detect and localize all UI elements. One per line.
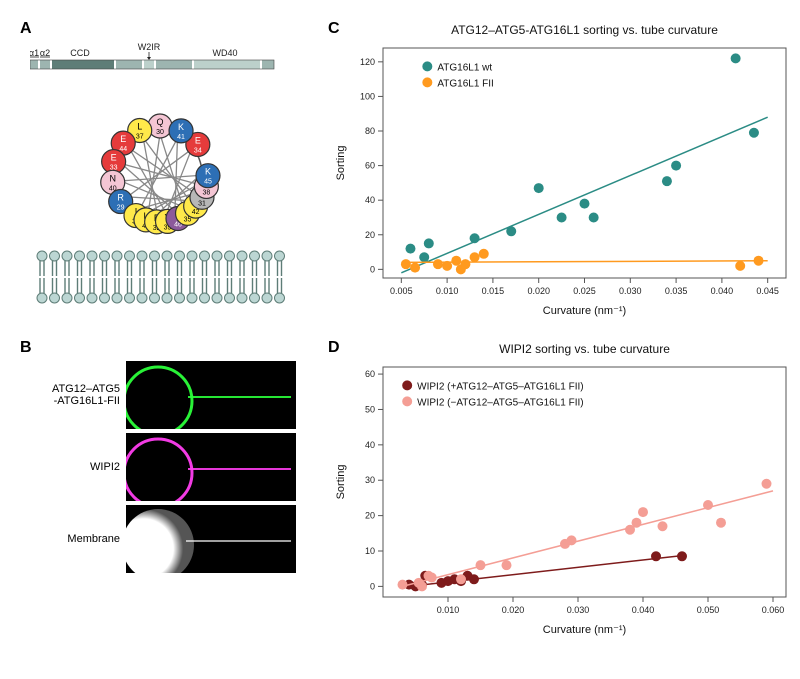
svg-text:45: 45 — [204, 179, 212, 186]
micrograph-label: Membrane — [20, 533, 126, 545]
svg-text:W2IR: W2IR — [138, 42, 161, 52]
svg-text:WIPI2 (+ATG12–ATG5–ATG16L1 FII: WIPI2 (+ATG12–ATG5–ATG16L1 FII) — [417, 381, 583, 392]
svg-text:41: 41 — [177, 134, 185, 141]
svg-text:0.045: 0.045 — [756, 286, 779, 296]
micrograph-label: WIPI2 — [20, 461, 126, 473]
svg-text:0.005: 0.005 — [390, 286, 413, 296]
svg-text:Q: Q — [156, 117, 163, 127]
svg-text:0.050: 0.050 — [697, 605, 720, 615]
svg-text:0.020: 0.020 — [502, 605, 525, 615]
svg-text:0.040: 0.040 — [632, 605, 655, 615]
svg-text:37: 37 — [136, 133, 144, 140]
svg-text:30: 30 — [156, 129, 164, 136]
svg-text:WIPI2 sorting vs. tube curvatu: WIPI2 sorting vs. tube curvature — [499, 342, 670, 356]
svg-text:ATG16L1 FII: ATG16L1 FII — [437, 78, 494, 89]
micrograph-row: ATG12–ATG5-ATG16L1-FII — [20, 361, 320, 429]
svg-text:E: E — [111, 153, 117, 163]
svg-text:0: 0 — [370, 264, 375, 274]
svg-text:20: 20 — [365, 511, 375, 521]
micrograph-image — [126, 361, 296, 429]
svg-text:80: 80 — [365, 126, 375, 136]
svg-text:Curvature (nm⁻¹): Curvature (nm⁻¹) — [543, 305, 626, 317]
svg-text:0.010: 0.010 — [436, 286, 459, 296]
svg-text:0.015: 0.015 — [482, 286, 505, 296]
svg-text:34: 34 — [194, 147, 202, 154]
svg-text:K: K — [178, 122, 184, 132]
micrograph-image — [126, 433, 296, 501]
micrograph-row: Membrane — [20, 505, 320, 573]
svg-text:40: 40 — [365, 195, 375, 205]
svg-text:0.060: 0.060 — [762, 605, 785, 615]
svg-text:0.025: 0.025 — [573, 286, 596, 296]
micrograph-label: ATG12–ATG5-ATG16L1-FII — [20, 383, 126, 407]
svg-text:α1: α1 — [30, 48, 39, 58]
svg-text:30: 30 — [365, 475, 375, 485]
svg-text:0.035: 0.035 — [665, 286, 688, 296]
scatter-chart-D: 0.010 0.020 0.030 0.040 0.050 0.060 0 10 20 30 40 5… — [328, 339, 798, 639]
svg-text:120: 120 — [360, 57, 375, 67]
svg-text:R: R — [117, 193, 124, 203]
svg-text:CCD: CCD — [70, 48, 90, 58]
panel-label-C: C — [328, 20, 340, 38]
svg-text:K: K — [205, 167, 211, 177]
svg-text:60: 60 — [365, 369, 375, 379]
svg-text:WIPI2 (−ATG12–ATG5–ATG16L1 FII: WIPI2 (−ATG12–ATG5–ATG16L1 FII) — [417, 397, 583, 408]
svg-text:100: 100 — [360, 91, 375, 101]
svg-text:31: 31 — [198, 200, 206, 207]
svg-text:0.030: 0.030 — [619, 286, 642, 296]
svg-text:40: 40 — [365, 440, 375, 450]
svg-text:0.020: 0.020 — [527, 286, 550, 296]
svg-text:ATG16L1 wt: ATG16L1 wt — [437, 62, 492, 73]
panel-label-A: A — [20, 20, 32, 38]
svg-text:E: E — [120, 134, 126, 144]
svg-text:10: 10 — [365, 546, 375, 556]
svg-text:WD40: WD40 — [212, 48, 237, 58]
svg-text:ATG12–ATG5-ATG16L1 sorting vs.: ATG12–ATG5-ATG16L1 sorting vs. tube curv… — [451, 23, 718, 37]
svg-text:E: E — [195, 135, 201, 145]
svg-text:60: 60 — [365, 161, 375, 171]
svg-text:20: 20 — [365, 230, 375, 240]
svg-text:0.030: 0.030 — [567, 605, 590, 615]
svg-text:0.010: 0.010 — [437, 605, 460, 615]
helical-wheel: Q30L37E44E33N40R29I36L43F32Y39S46I35L42A… — [30, 86, 290, 331]
svg-text:α2: α2 — [40, 48, 50, 58]
svg-text:0: 0 — [370, 581, 375, 591]
svg-text:42: 42 — [192, 209, 200, 216]
micrograph-row: WIPI2 — [20, 433, 320, 501]
svg-text:N: N — [109, 173, 116, 183]
panel-label-B: B — [20, 339, 32, 357]
svg-text:38: 38 — [202, 189, 210, 196]
svg-text:29: 29 — [117, 205, 125, 212]
panel-label-D: D — [328, 339, 340, 357]
panel-A: A α1α2CCDW2IRWD40 Q30L37E44E33N40R29I36L… — [20, 20, 320, 331]
scatter-chart-C: 0.005 0.010 0.015 0.020 0.025 0.030 0.035 0.040… — [328, 20, 798, 320]
svg-text:0.040: 0.040 — [711, 286, 734, 296]
svg-text:Curvature (nm⁻¹): Curvature (nm⁻¹) — [543, 624, 626, 636]
micrograph-image — [126, 505, 296, 573]
panel-D: D 0.010 0.020 0.030 0.040 0.050 0.060 0 10 20 30 4… — [328, 339, 800, 644]
svg-text:Sorting: Sorting — [335, 146, 347, 181]
svg-text:Sorting: Sorting — [335, 465, 347, 500]
panel-C: C 0.0050.0100.0150.0200.0250.0300.0350.0… — [328, 20, 800, 331]
svg-text:L: L — [137, 121, 142, 131]
svg-text:50: 50 — [365, 404, 375, 414]
domain-bar: α1α2 CCD W2IR WD40 — [30, 42, 290, 76]
panel-B: B ATG12–ATG5-ATG16L1-FII WIPI2 Membrane — [20, 339, 320, 644]
